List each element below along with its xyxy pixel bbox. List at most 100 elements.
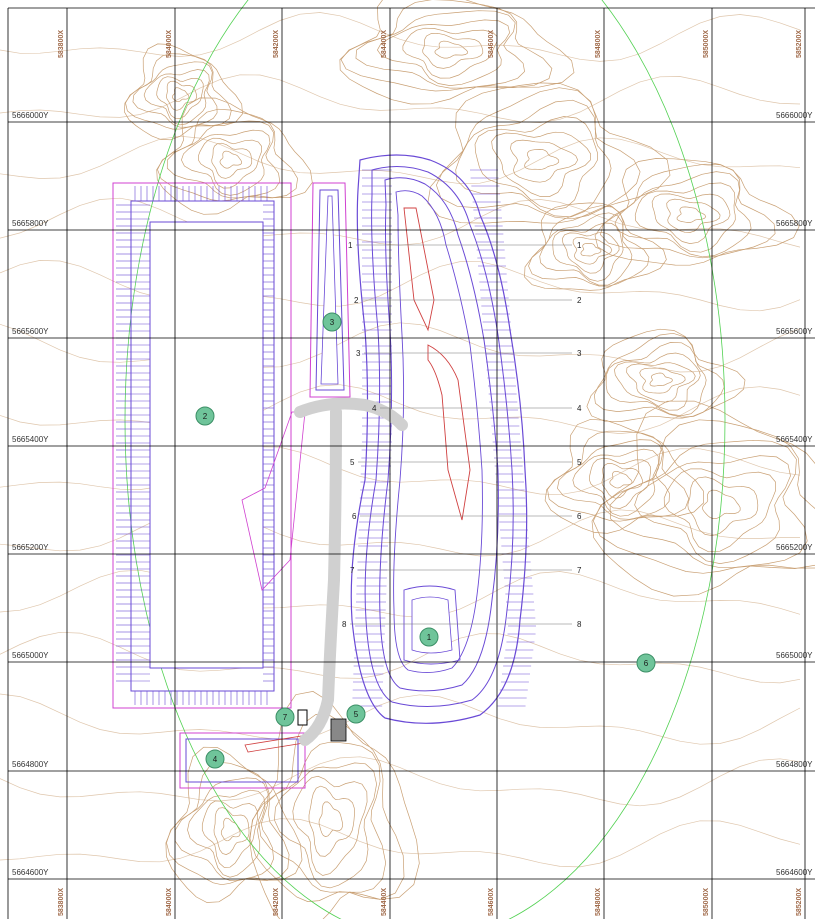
contour-line bbox=[572, 448, 659, 517]
contour-line bbox=[249, 714, 405, 902]
contour-line bbox=[634, 182, 736, 253]
contour-line bbox=[143, 69, 210, 126]
northing-label-left: 5665200Y bbox=[12, 543, 49, 552]
contour-line bbox=[211, 142, 253, 179]
marker-number: 1 bbox=[427, 633, 432, 642]
site-marker-5[interactable]: 5 bbox=[346, 704, 366, 724]
contour-line bbox=[187, 789, 266, 878]
boundary-line bbox=[124, 0, 726, 919]
site-marker-6[interactable]: 6 bbox=[636, 653, 656, 673]
section-label-left: 6 bbox=[352, 512, 357, 521]
section-label-left: 2 bbox=[354, 296, 359, 305]
easting-label-bottom: 585200X bbox=[796, 888, 803, 916]
marker-number: 5 bbox=[354, 710, 359, 719]
coordinate-grid bbox=[7, 7, 815, 919]
contour-line bbox=[614, 352, 701, 411]
section-label-left: 8 bbox=[342, 620, 347, 629]
contour-line bbox=[491, 131, 592, 197]
marker-number: 6 bbox=[644, 659, 649, 668]
contour-line bbox=[572, 236, 613, 265]
contour-line bbox=[124, 43, 243, 141]
open-pit bbox=[350, 154, 536, 724]
contour-line bbox=[614, 171, 752, 258]
easting-label-bottom: 584000X bbox=[166, 888, 173, 916]
northing-label-right: 5665400Y bbox=[776, 435, 813, 444]
easting-label-bottom: 584400X bbox=[381, 888, 388, 916]
contour-line bbox=[702, 489, 741, 519]
contour-line bbox=[0, 693, 801, 745]
easting-label-top: 585200X bbox=[796, 30, 803, 58]
easting-label-top: 584800X bbox=[595, 30, 602, 58]
contour-line bbox=[166, 120, 281, 199]
contour-line bbox=[594, 158, 800, 266]
contour-line bbox=[528, 205, 650, 287]
easting-label-top: 584200X bbox=[273, 30, 280, 58]
contour-line bbox=[676, 206, 707, 223]
contour-line bbox=[589, 457, 651, 509]
contour-line bbox=[157, 108, 298, 202]
section-label-right: 1 bbox=[577, 241, 582, 250]
contour-line bbox=[649, 372, 673, 387]
easting-label-top: 584600X bbox=[488, 30, 495, 58]
site-marker-3[interactable]: 3 bbox=[322, 312, 342, 332]
contour-line bbox=[524, 149, 560, 170]
contour-line bbox=[687, 476, 759, 537]
marker-circle bbox=[275, 707, 295, 727]
easting-label-top: 583800X bbox=[58, 30, 65, 58]
section-label-left: 5 bbox=[350, 458, 355, 467]
section-label-right: 8 bbox=[577, 620, 582, 629]
contour-line bbox=[355, 10, 525, 89]
contour-line bbox=[0, 74, 801, 123]
northing-label-left: 5665000Y bbox=[12, 651, 49, 660]
contour-line bbox=[132, 61, 218, 128]
contour-line bbox=[586, 328, 746, 422]
contour-line bbox=[125, 53, 232, 130]
contour-line bbox=[166, 761, 290, 886]
section-label-right: 5 bbox=[577, 458, 582, 467]
easting-label-top: 584000X bbox=[166, 30, 173, 58]
marker-circle bbox=[636, 653, 656, 673]
building-outline bbox=[297, 709, 308, 726]
contour-line bbox=[0, 135, 801, 185]
section-label-right: 4 bbox=[577, 404, 582, 413]
northing-label-right: 5666000Y bbox=[776, 111, 813, 120]
contour-line bbox=[0, 322, 801, 373]
site-markers[interactable]: 1 2 3 4 5 6 7 bbox=[195, 312, 656, 769]
marker-circle bbox=[322, 312, 342, 332]
contour-line bbox=[434, 40, 468, 59]
dump-3 bbox=[309, 182, 351, 398]
contour-line bbox=[166, 80, 198, 111]
facility-block bbox=[330, 718, 347, 742]
contour-line bbox=[591, 400, 815, 597]
easting-label-bottom: 584800X bbox=[595, 888, 602, 916]
marker-circle bbox=[195, 406, 215, 426]
contour-line bbox=[455, 99, 612, 218]
site-marker-2[interactable]: 2 bbox=[195, 406, 215, 426]
marker-number: 3 bbox=[330, 318, 335, 327]
contour-line bbox=[292, 775, 368, 876]
easting-label-top: 585000X bbox=[703, 30, 710, 58]
contour-line bbox=[626, 362, 696, 403]
contour-line bbox=[593, 332, 725, 418]
marker-number: 4 bbox=[213, 755, 218, 764]
site-marker-7[interactable]: 7 bbox=[275, 707, 295, 727]
marker-circle bbox=[205, 749, 225, 769]
contour-line bbox=[181, 129, 271, 196]
site-marker-4[interactable]: 4 bbox=[205, 749, 225, 769]
section-label-right: 7 bbox=[577, 566, 582, 575]
easting-label-bottom: 584600X bbox=[488, 888, 495, 916]
contour-line bbox=[0, 818, 801, 868]
contour-line bbox=[609, 439, 808, 569]
section-label-right: 6 bbox=[577, 512, 582, 521]
northing-label-right: 5665200Y bbox=[776, 543, 813, 552]
contour-line bbox=[249, 691, 420, 919]
easting-label-bottom: 584200X bbox=[273, 888, 280, 916]
site-marker-1[interactable]: 1 bbox=[419, 627, 439, 647]
contour-line bbox=[422, 32, 484, 69]
contour-line bbox=[220, 817, 241, 842]
northing-label-left: 5665400Y bbox=[12, 435, 49, 444]
contour-line bbox=[547, 430, 690, 522]
